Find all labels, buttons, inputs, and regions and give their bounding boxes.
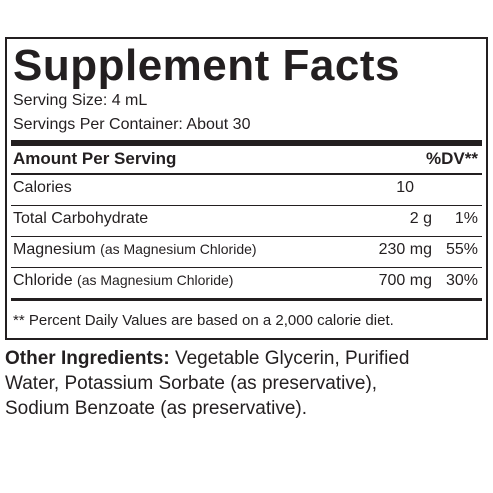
nutrient-name: Magnesium (as Magnesium Chloride) [13,241,257,259]
other-ingredients-text: Vegetable Glycerin, Purified Water, Pota… [5,348,410,419]
row-rule [11,267,482,268]
nutrient-note: (as Magnesium Chloride) [77,272,234,288]
nutrient-name: Chloride (as Magnesium Chloride) [13,272,233,290]
daily-value: 1% [454,210,478,227]
nutrient: Chloride [13,272,73,289]
nutrient: Calories [13,179,72,196]
row-rule [11,205,482,206]
nutrient-name: Calories [13,179,72,197]
servings-per-container: Servings Per Container: About 30 [13,116,251,133]
thick-rule [11,140,482,146]
facts-panel: Supplement Facts Serving Size: 4 mL Serv… [5,37,488,340]
nutrient-note: (as Magnesium Chloride) [100,241,257,257]
nutrient: Total Carbohydrate [13,210,149,227]
daily-value: 30% [445,272,478,289]
other-ingredients-label: Other Ingredients: [5,348,170,369]
nutrient-name: Total Carbohydrate [13,210,148,228]
amount: 230 mg [378,241,432,258]
title: Supplement Facts [13,41,400,90]
rule [11,298,482,301]
dv-header: %DV** [426,149,478,168]
rule [11,173,482,175]
footnote: ** Percent Daily Values are based on a 2… [13,312,394,329]
amount: 10 [396,179,414,196]
daily-value: 55% [445,241,478,258]
amount: 2 g [409,210,432,227]
nutrient: Magnesium [13,241,96,258]
row-rule [11,236,482,237]
other-ingredients: Other Ingredients: Vegetable Glycerin, P… [5,346,415,421]
amount: 700 mg [378,272,432,289]
amount-header: Amount Per Serving [13,149,177,168]
serving-size: Serving Size: 4 mL [13,92,148,109]
